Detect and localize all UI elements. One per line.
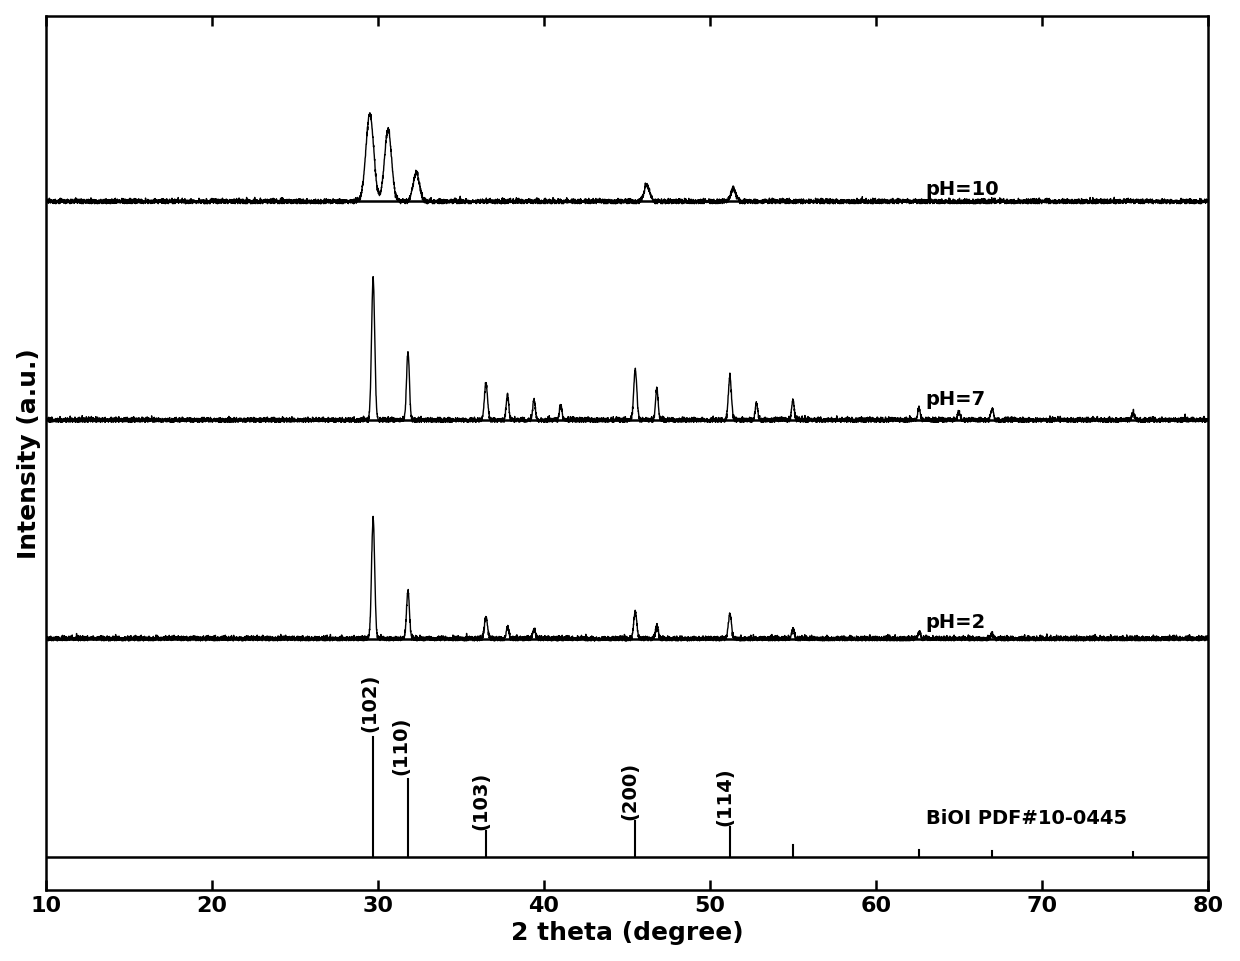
Text: (102): (102) [361,674,379,731]
Y-axis label: Intensity (a.u.): Intensity (a.u.) [16,348,41,558]
Text: (103): (103) [471,771,491,828]
Text: BiOI PDF#10-0445: BiOI PDF#10-0445 [926,808,1127,827]
X-axis label: 2 theta (degree): 2 theta (degree) [511,921,743,945]
Text: (110): (110) [392,716,410,775]
Text: (114): (114) [715,767,734,825]
Text: (200): (200) [621,761,640,819]
Text: pH=2: pH=2 [926,612,986,631]
Text: pH=10: pH=10 [926,180,999,199]
Text: pH=7: pH=7 [926,389,986,408]
